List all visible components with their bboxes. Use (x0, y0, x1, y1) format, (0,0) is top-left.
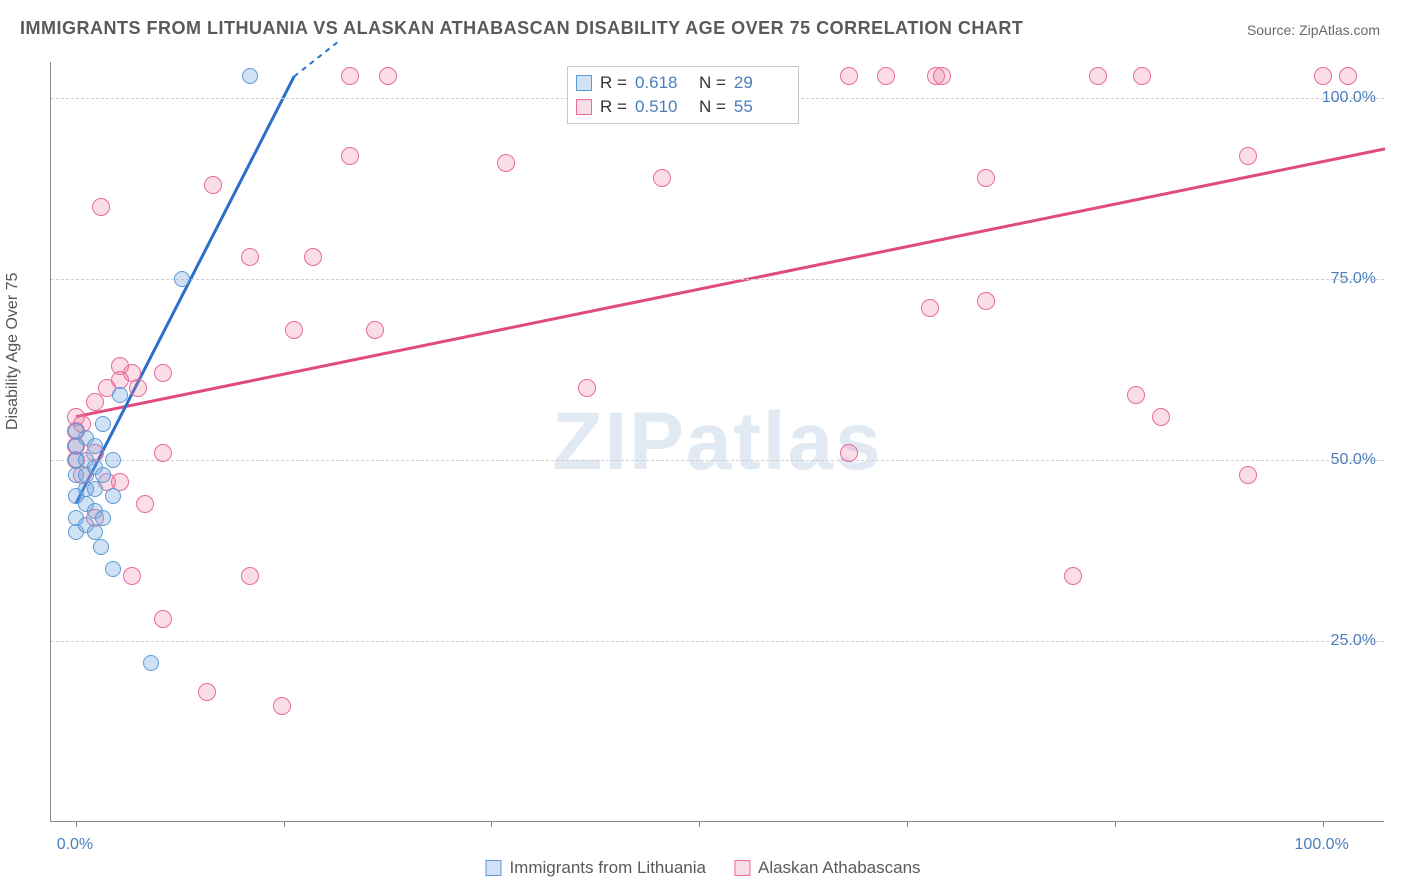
data-point-lithuania (105, 488, 121, 504)
legend-label: Alaskan Athabascans (758, 858, 921, 878)
data-point-athabascan (154, 444, 172, 462)
trend-lines (51, 62, 1384, 821)
data-point-athabascan (497, 154, 515, 172)
data-point-athabascan (977, 292, 995, 310)
data-point-athabascan (1133, 67, 1151, 85)
legend-item-athabascan: Alaskan Athabascans (734, 858, 921, 878)
y-tick-label: 50.0% (1331, 451, 1376, 469)
data-point-athabascan (341, 67, 359, 85)
data-point-athabascan (154, 364, 172, 382)
data-point-lithuania (242, 68, 258, 84)
data-point-athabascan (1089, 67, 1107, 85)
data-point-athabascan (933, 67, 951, 85)
data-point-lithuania (105, 452, 121, 468)
n-value: 55 (734, 97, 790, 117)
swatch-icon (576, 75, 592, 91)
watermark: ZIPatlas (552, 395, 882, 489)
data-point-lithuania (174, 271, 190, 287)
data-point-lithuania (112, 387, 128, 403)
data-point-athabascan (136, 495, 154, 513)
data-point-athabascan (1127, 386, 1145, 404)
legend-row-athabascan: R = 0.510 N = 55 (576, 95, 790, 119)
data-point-athabascan (877, 67, 895, 85)
data-point-athabascan (341, 147, 359, 165)
swatch-icon (734, 860, 750, 876)
data-point-athabascan (1239, 147, 1257, 165)
data-point-athabascan (129, 379, 147, 397)
data-point-athabascan (366, 321, 384, 339)
r-label: R = (600, 97, 627, 117)
data-point-athabascan (1239, 466, 1257, 484)
gridline (51, 460, 1384, 461)
legend-label: Immigrants from Lithuania (509, 858, 706, 878)
data-point-athabascan (304, 248, 322, 266)
data-point-lithuania (105, 561, 121, 577)
x-tick (907, 821, 908, 827)
data-point-athabascan (921, 299, 939, 317)
data-point-lithuania (95, 510, 111, 526)
data-point-athabascan (653, 169, 671, 187)
y-tick-label: 100.0% (1322, 89, 1376, 107)
data-point-athabascan (285, 321, 303, 339)
legend-item-lithuania: Immigrants from Lithuania (485, 858, 706, 878)
x-tick-label: 100.0% (1295, 836, 1349, 854)
r-label: R = (600, 73, 627, 93)
data-point-athabascan (977, 169, 995, 187)
data-point-athabascan (1064, 567, 1082, 585)
n-value: 29 (734, 73, 790, 93)
data-point-athabascan (1152, 408, 1170, 426)
x-tick (1115, 821, 1116, 827)
data-point-athabascan (1339, 67, 1357, 85)
data-point-athabascan (840, 67, 858, 85)
data-point-athabascan (578, 379, 596, 397)
data-point-athabascan (204, 176, 222, 194)
data-point-athabascan (198, 683, 216, 701)
y-tick-label: 25.0% (1331, 632, 1376, 650)
data-point-athabascan (154, 610, 172, 628)
data-point-athabascan (241, 567, 259, 585)
y-axis-label: Disability Age Over 75 (4, 273, 22, 430)
legend-row-lithuania: R = 0.618 N = 29 (576, 71, 790, 95)
source-label: Source: ZipAtlas.com (1247, 22, 1380, 38)
data-point-athabascan (92, 198, 110, 216)
swatch-icon (576, 99, 592, 115)
data-point-lithuania (143, 655, 159, 671)
data-point-lithuania (87, 481, 103, 497)
x-tick-label: 0.0% (57, 836, 93, 854)
series-legend: Immigrants from Lithuania Alaskan Athabas… (485, 858, 920, 878)
data-point-lithuania (87, 438, 103, 454)
gridline (51, 641, 1384, 642)
y-tick-label: 75.0% (1331, 270, 1376, 288)
data-point-athabascan (379, 67, 397, 85)
data-point-athabascan (1314, 67, 1332, 85)
chart-title: IMMIGRANTS FROM LITHUANIA VS ALASKAN ATH… (20, 18, 1023, 39)
data-point-athabascan (86, 393, 104, 411)
correlation-legend: R = 0.618 N = 29 R = 0.510 N = 55 (567, 66, 799, 124)
n-label: N = (699, 73, 726, 93)
chart-plot-area: ZIPatlas 25.0% 50.0% 75.0% 100.0% (50, 62, 1384, 822)
data-point-lithuania (95, 467, 111, 483)
data-point-athabascan (273, 697, 291, 715)
data-point-lithuania (93, 539, 109, 555)
data-point-athabascan (123, 567, 141, 585)
x-tick (76, 821, 77, 827)
data-point-athabascan (241, 248, 259, 266)
swatch-icon (485, 860, 501, 876)
data-point-athabascan (840, 444, 858, 462)
x-tick (284, 821, 285, 827)
n-label: N = (699, 97, 726, 117)
r-value: 0.510 (635, 97, 691, 117)
x-tick (1323, 821, 1324, 827)
x-tick (491, 821, 492, 827)
x-tick (699, 821, 700, 827)
data-point-lithuania (95, 416, 111, 432)
gridline (51, 279, 1384, 280)
r-value: 0.618 (635, 73, 691, 93)
